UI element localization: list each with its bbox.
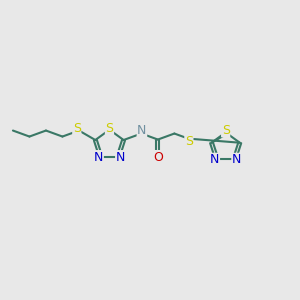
Text: S: S: [222, 124, 230, 137]
Text: N: N: [232, 153, 241, 167]
Text: S: S: [106, 122, 113, 135]
Text: H: H: [139, 124, 146, 134]
Text: N: N: [210, 153, 219, 167]
Text: O: O: [153, 151, 163, 164]
Text: S: S: [185, 135, 193, 148]
Text: N: N: [116, 151, 125, 164]
Text: S: S: [73, 122, 81, 135]
Text: N: N: [137, 124, 147, 137]
Text: N: N: [94, 151, 103, 164]
